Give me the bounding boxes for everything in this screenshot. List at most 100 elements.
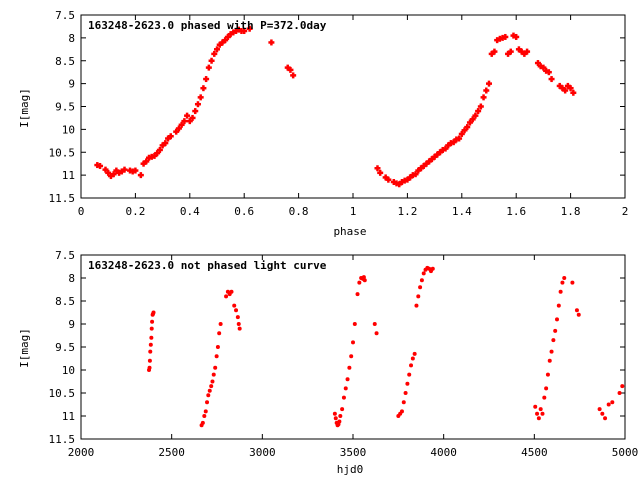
data-point (542, 395, 547, 400)
data-point (287, 66, 294, 73)
data-point (338, 414, 343, 418)
data-point (377, 169, 384, 176)
data-point (333, 416, 338, 421)
data-point (430, 266, 435, 271)
data-point (480, 94, 487, 101)
phased-light-curve-chart: 0 0.2 0.4 0.6 0.8 1 1.2 1.4 1.6 1.8 2 7.5 8 8.5 9 9.5 1… (18, 9, 628, 238)
data-point (610, 400, 615, 405)
data-point (458, 130, 465, 137)
data-point (562, 87, 569, 94)
x-tick-label: 1.8 (561, 205, 581, 218)
data-point (502, 33, 509, 40)
data-point (419, 278, 424, 283)
data-point (416, 294, 421, 299)
x-tick-label: 1.4 (452, 205, 472, 218)
data-point (606, 402, 611, 407)
data-point (214, 354, 219, 359)
y-tick-label: 9.5 (55, 101, 75, 114)
data-point (545, 69, 552, 76)
x-tick-label: 0.2 (125, 205, 145, 218)
y-axis-label: I[mag] (18, 328, 31, 368)
data-point (472, 112, 479, 119)
data-point (211, 50, 218, 57)
data-point (486, 80, 492, 87)
data-point (418, 285, 423, 290)
data-point (456, 135, 463, 142)
y-tick-label: 10.5 (49, 146, 76, 159)
plot-frame (80, 14, 626, 199)
data-point (148, 342, 153, 347)
data-point (347, 365, 352, 370)
data-point (567, 85, 574, 92)
data-point (213, 365, 218, 370)
data-point (345, 377, 350, 382)
data-point (143, 158, 150, 165)
data-point (246, 25, 253, 32)
data-point (181, 118, 188, 125)
data-point (167, 133, 174, 140)
data-point (203, 76, 210, 83)
data-point (200, 85, 207, 92)
data-point (524, 48, 531, 55)
data-point (137, 172, 144, 179)
data-point (556, 303, 561, 308)
y-tick-label: 9 (68, 78, 75, 91)
data-point (547, 358, 552, 363)
data-point (241, 28, 248, 35)
data-points (147, 265, 625, 428)
data-point (535, 411, 540, 416)
x-tick-label: 0.4 (180, 205, 200, 218)
data-point (536, 416, 541, 421)
y-tick-label: 8.5 (55, 295, 75, 308)
x-tick-label: 1.6 (506, 205, 526, 218)
data-point (234, 308, 239, 313)
data-point (197, 94, 204, 101)
axis-ticks (80, 14, 626, 199)
data-point (405, 381, 410, 386)
data-point (361, 275, 366, 280)
data-point (194, 101, 201, 108)
unphased-light-curve-chart: 2000 2500 3000 3500 4000 4500 5000 7.5 8 8.5 9 9.5… (18, 249, 638, 476)
data-point (189, 114, 196, 121)
y-tick-label: 10.5 (49, 387, 76, 400)
data-point (237, 326, 242, 331)
data-point (410, 356, 415, 361)
x-tick-label: 0.8 (289, 205, 309, 218)
data-point (617, 391, 622, 395)
data-point (544, 386, 549, 391)
data-point (203, 409, 208, 414)
data-point (184, 112, 191, 119)
data-point (207, 388, 212, 393)
data-point (407, 372, 412, 377)
data-point (215, 345, 220, 349)
data-point (178, 121, 185, 128)
data-point (533, 404, 538, 409)
data-point (385, 176, 392, 183)
y-tick-label: 11.5 (49, 433, 76, 446)
data-point (205, 400, 210, 405)
data-point (507, 48, 514, 55)
y-tick-labels: 7.5 8 8.5 9 9.5 10 10.5 11 11.5 (49, 9, 76, 205)
y-tick-label: 8 (68, 32, 75, 45)
x-tick-label: 2500 (158, 446, 185, 459)
data-point (211, 372, 216, 377)
x-tick-label: 0 (78, 205, 85, 218)
y-tick-label: 11.5 (49, 192, 76, 205)
data-point (337, 419, 342, 424)
data-point (421, 271, 426, 276)
data-point (372, 322, 377, 326)
y-tick-label: 8.5 (55, 55, 75, 68)
y-tick-label: 11 (62, 169, 75, 182)
data-point (210, 379, 215, 384)
data-point (464, 124, 471, 131)
data-point (192, 108, 199, 115)
data-point (156, 146, 163, 153)
data-point (110, 171, 117, 178)
data-point (548, 76, 555, 83)
data-point (147, 358, 152, 363)
data-point (414, 303, 419, 308)
data-point (355, 292, 360, 297)
data-point (343, 386, 348, 391)
data-point (148, 349, 153, 354)
